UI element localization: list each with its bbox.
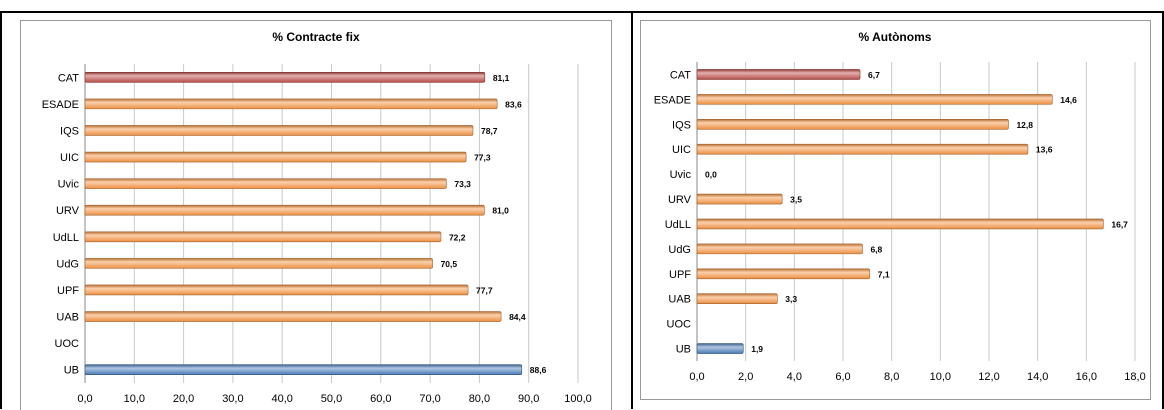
bar [696,293,778,305]
data-label: 1,9 [751,344,763,354]
category-label: URV [668,194,692,206]
x-tick-label: 0,0 [77,393,92,405]
data-label: 3,5 [790,195,802,205]
data-label: 14,6 [1060,95,1077,105]
x-tick-label: 18,0 [1124,371,1145,383]
data-label: 70,5 [441,259,458,269]
bar [696,218,1104,230]
x-tick-label: 6,0 [835,371,850,383]
x-tick-label: 40,0 [271,393,292,405]
category-label: UPF [669,269,691,281]
bar [696,243,863,255]
data-label: 77,7 [476,285,493,295]
x-tick-label: 16,0 [1076,371,1097,383]
x-tick-label: 14,0 [1027,371,1048,383]
x-tick-label: 80,0 [469,393,490,405]
category-label: Uvic [58,179,80,191]
category-label: UdG [668,244,691,256]
data-label: 84,4 [509,312,526,322]
x-tick-label: 60,0 [370,393,391,405]
x-tick-label: 8,0 [884,371,899,383]
bar [84,151,467,163]
data-label: 72,2 [449,232,466,242]
chart-title: % Autònoms [859,30,932,44]
bar [696,143,1029,155]
category-label: CAT [670,69,691,81]
data-label: 88,6 [530,365,547,375]
data-label: 73,3 [454,179,471,189]
x-tick-label: 70,0 [419,393,440,405]
category-label: UdLL [665,219,691,231]
bar [84,364,523,376]
x-tick-label: 12,0 [978,371,999,383]
outer-frame-left [0,11,2,409]
category-label: UAB [56,312,79,324]
category-label: UOC [667,319,692,331]
category-label: UPF [57,285,79,297]
data-label: 0,0 [705,170,717,180]
category-label: Uvic [670,169,692,181]
bar [84,125,474,136]
x-tick-label: 30,0 [222,393,243,405]
bar [84,311,502,322]
data-label: 6,8 [870,244,882,254]
chart-contracte-fix-svg: % Contracte fix 0,0 10,0 20,0 30,0 40,0 50,0 6… [42,30,592,405]
data-label: 6,7 [868,70,880,80]
bar [84,71,486,83]
data-label: 13,6 [1036,145,1053,155]
bar [696,268,871,280]
x-tick-label: 10,0 [124,393,145,405]
data-label: 81,0 [492,206,509,216]
bar [84,204,485,216]
bar [84,258,433,269]
category-label: CAT [58,72,79,84]
category-label: ESADE [42,99,79,111]
data-label: 16,7 [1111,219,1128,229]
bar [84,98,498,110]
bar [696,193,783,205]
category-label: UAB [668,294,691,306]
x-tick-label: 2,0 [738,371,753,383]
data-label: 12,8 [1016,120,1033,130]
bar [84,284,469,296]
bar [696,69,861,80]
data-label: 77,3 [474,153,491,163]
category-label: UB [64,365,79,377]
outer-frame-top [0,11,1164,13]
data-label: 81,1 [493,73,510,83]
x-tick-label: 50,0 [321,393,342,405]
x-tick-label: 4,0 [787,371,802,383]
category-label: UIC [60,152,79,164]
x-tick-label: 90,0 [518,393,539,405]
x-tick-label: 0,0 [689,371,704,383]
category-label: ESADE [654,94,691,106]
x-tick-label: 100,0 [564,393,592,405]
chart-contracte-fix: % Contracte fix 0,0 10,0 20,0 30,0 40,0 50,0 6… [20,20,612,410]
category-label: UB [676,344,691,356]
chart-autonoms-svg: % Autònoms 0,0 2,0 4,0 6,0 8,0 10,0 12,0 14,0 16… [654,30,1146,383]
x-tick-label: 20,0 [173,393,194,405]
data-label: 3,3 [785,294,797,304]
bar [84,178,447,189]
category-label: UdG [56,258,79,270]
bar [696,94,1053,105]
outer-frame-right [1162,11,1164,409]
category-label: UOC [55,338,80,350]
category-label: UdLL [53,232,79,244]
bar [696,343,744,354]
category-label: UIC [672,144,691,156]
bar [84,231,442,243]
category-label: IQS [60,125,79,137]
data-label: 83,6 [505,99,522,109]
category-label: URV [56,205,80,217]
chart-autonoms: % Autònoms 0,0 2,0 4,0 6,0 8,0 10,0 12,0 14,0 16… [640,20,1151,400]
chart-title: % Contracte fix [272,30,360,44]
data-label: 7,1 [878,269,890,279]
category-label: IQS [672,119,691,131]
outer-frame-divider [631,11,633,409]
data-label: 78,7 [481,126,498,136]
bar [696,118,1009,130]
x-tick-label: 10,0 [930,371,951,383]
